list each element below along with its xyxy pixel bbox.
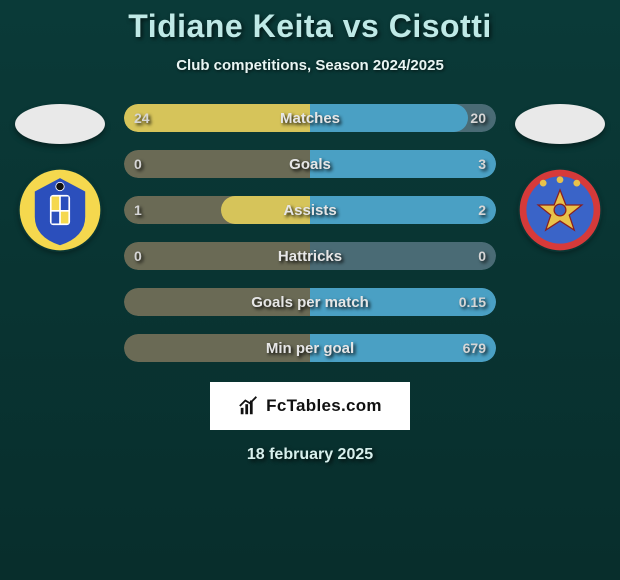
stat-row: 0 0 Hattricks: [124, 242, 496, 270]
chart-icon: [238, 395, 260, 417]
stat-value-right: 0: [426, 248, 486, 264]
stat-value-left: 1: [134, 202, 194, 218]
stat-label: Goals: [289, 156, 331, 173]
stat-value-left: 0: [134, 156, 194, 172]
date-text: 18 february 2025: [247, 446, 373, 464]
stat-value-left: 24: [134, 110, 194, 126]
subtitle: Club competitions, Season 2024/2025: [176, 57, 444, 74]
stat-label: Matches: [280, 110, 340, 127]
right-team-badge: [518, 168, 602, 252]
stat-row: 1 2 Assists: [124, 196, 496, 224]
watermark: FcTables.com: [210, 382, 410, 430]
shield-icon: [18, 168, 102, 252]
right-side: [500, 104, 620, 252]
stat-label: Assists: [283, 202, 336, 219]
stat-label: Goals per match: [251, 294, 369, 311]
stat-value-left: 0: [134, 248, 194, 264]
left-team-badge: [18, 168, 102, 252]
stat-bars: 24 20 Matches 0 3 Goals 1 2 Assists 0 0 Hattricks 0.…: [120, 104, 500, 362]
watermark-text: FcTables.com: [266, 396, 382, 416]
stat-value-right: 679: [426, 340, 486, 356]
right-player-oval: [515, 104, 605, 144]
stat-label: Min per goal: [266, 340, 354, 357]
stat-value-right: 2: [426, 202, 486, 218]
left-side: [0, 104, 120, 252]
page-title: Tidiane Keita vs Cisotti: [128, 8, 492, 45]
stat-row: 0.15 Goals per match: [124, 288, 496, 316]
left-player-oval: [15, 104, 105, 144]
star-badge-icon: [518, 168, 602, 252]
stat-row: 0 3 Goals: [124, 150, 496, 178]
stat-value-right: 0.15: [426, 294, 486, 310]
stats-area: 24 20 Matches 0 3 Goals 1 2 Assists 0 0 Hattricks 0.…: [0, 104, 620, 362]
stat-row: 24 20 Matches: [124, 104, 496, 132]
stat-label: Hattricks: [278, 248, 342, 265]
stat-value-right: 3: [426, 156, 486, 172]
stat-value-right: 20: [426, 110, 486, 126]
stat-row: 679 Min per goal: [124, 334, 496, 362]
